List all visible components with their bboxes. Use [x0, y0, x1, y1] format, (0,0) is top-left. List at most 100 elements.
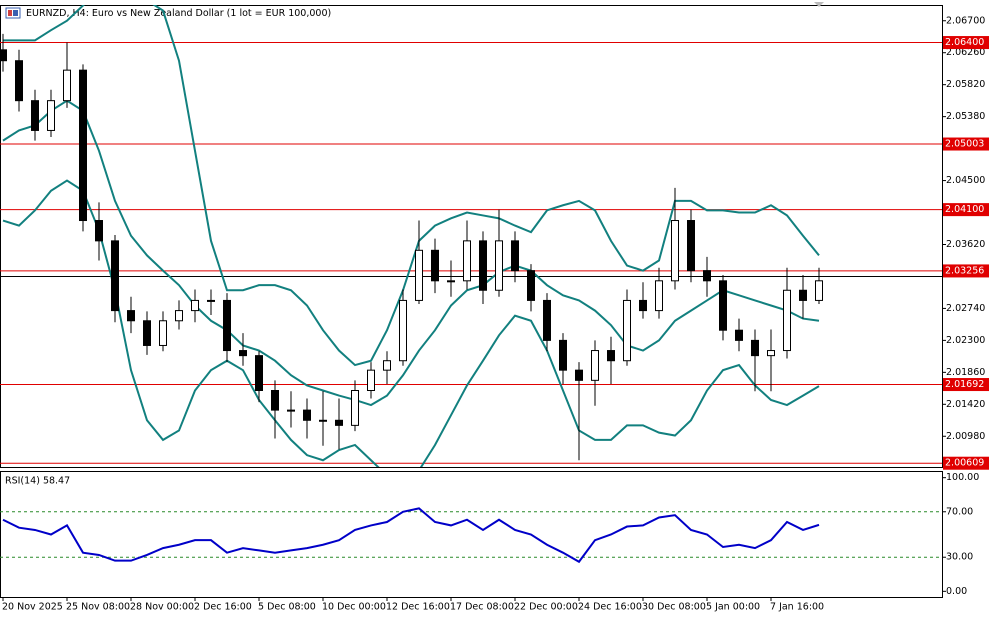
- x-tick-label: 10 Dec 00:00: [322, 602, 386, 613]
- bollinger-lower: [2, 179, 820, 467]
- candle-body: [495, 240, 503, 291]
- level-label: 2.06400: [945, 37, 984, 48]
- y-tick-label: 2.01860: [946, 367, 985, 378]
- candle-body: [447, 280, 455, 283]
- level-label: 2.04100: [945, 204, 984, 215]
- candle-body: [47, 100, 55, 131]
- candle-body: [223, 299, 231, 352]
- candle-body: [367, 369, 375, 391]
- candle-body: [607, 350, 615, 362]
- x-tick-label: 12 Dec 16:00: [386, 602, 450, 613]
- candle-body: [15, 60, 23, 102]
- candle-body: [159, 320, 167, 346]
- level-label-box: [943, 264, 989, 278]
- candle-body: [815, 280, 823, 301]
- y-tick-label: 2.00980: [946, 431, 985, 442]
- candle-body: [111, 240, 119, 312]
- candle-body: [287, 409, 295, 412]
- level-label-box: [943, 36, 989, 50]
- x-tick-label: 30 Dec 08:00: [642, 602, 706, 613]
- x-tick-label: 20 Nov 2025: [2, 602, 63, 613]
- y-tick-label: 2.02300: [946, 335, 985, 346]
- y-tick-label: 2.06700: [946, 15, 985, 26]
- candle-body: [271, 390, 279, 411]
- x-tick-label: 24 Dec 16:00: [578, 602, 642, 613]
- x-tick-label: 25 Nov 08:00: [66, 602, 130, 613]
- candle-body: [463, 240, 471, 282]
- candle-body: [303, 409, 311, 421]
- candle-body: [335, 419, 343, 426]
- x-tick-label: 28 Nov 00:00: [130, 602, 194, 613]
- candle-body: [479, 240, 487, 291]
- candle-body: [255, 355, 263, 392]
- symbol-icon: [5, 7, 21, 19]
- rsi-tick-label: 0.00: [946, 586, 967, 597]
- candle-body: [671, 220, 679, 282]
- candle-body: [95, 220, 103, 242]
- candle-body: [511, 240, 519, 272]
- candle-body: [143, 320, 151, 346]
- candle-body: [63, 69, 71, 102]
- candle-body: [687, 220, 695, 272]
- shift-marker: [814, 2, 824, 7]
- x-tick-label: 5 Jan 00:00: [706, 602, 760, 613]
- rsi-tick-label: 30.00: [946, 552, 973, 563]
- y-tick-label: 2.05820: [946, 79, 985, 90]
- candle-body: [751, 339, 759, 357]
- candle-body: [719, 280, 727, 331]
- y-tick-label: 2.05380: [946, 111, 985, 122]
- candle-body: [0, 49, 7, 62]
- level-label-box: [943, 203, 989, 217]
- y-tick-label: 2.06260: [946, 47, 985, 58]
- candle-body: [783, 289, 791, 352]
- candle-body: [191, 299, 199, 312]
- y-tick-label: 2.04500: [946, 175, 985, 186]
- x-tick-label: 17 Dec 08:00: [450, 602, 514, 613]
- level-label: 2.01692: [945, 379, 984, 390]
- candle-body: [399, 299, 407, 362]
- candle-body: [799, 289, 807, 301]
- bollinger-upper: [3, 5, 820, 367]
- x-tick-label: 2 Dec 16:00: [194, 602, 252, 613]
- y-tick-label: 2.02740: [946, 303, 985, 314]
- candle-body: [559, 339, 567, 371]
- level-label-box: [943, 378, 989, 392]
- candle-body: [383, 360, 391, 371]
- x-tick-label: 7 Jan 16:00: [770, 602, 824, 613]
- candle-body: [431, 249, 439, 282]
- level-label: 2.05003: [945, 139, 984, 150]
- level-label-box: [943, 456, 989, 470]
- candle-body: [655, 280, 663, 312]
- y-tick-label: 2.03620: [946, 239, 985, 250]
- chart-title: EURNZD, H4: Euro vs New Zealand Dollar (…: [26, 8, 331, 19]
- candle-body: [319, 419, 327, 422]
- candle-body: [415, 249, 423, 301]
- x-tick-label: 5 Dec 08:00: [258, 602, 316, 613]
- candle-body: [623, 299, 631, 362]
- candle-body: [175, 310, 183, 322]
- candle-body: [351, 390, 359, 426]
- rsi-plot: [0, 507, 942, 564]
- bollinger-middle: [2, 99, 820, 407]
- candle-body: [639, 299, 647, 312]
- rsi-label: RSI(14) 58.47: [5, 476, 70, 487]
- candle-body: [239, 350, 247, 357]
- candle-body: [591, 350, 599, 381]
- candle-body: [31, 100, 39, 131]
- candle-body: [207, 299, 215, 302]
- level-label: 2.03256: [945, 265, 984, 276]
- level-label-box: [943, 137, 989, 151]
- candle-body: [527, 270, 535, 301]
- rsi-tick-label: 70.00: [946, 506, 973, 517]
- candle-body: [543, 299, 551, 341]
- main-pane: [0, 5, 943, 468]
- candle-body: [575, 369, 583, 381]
- rsi-pane: [0, 471, 943, 598]
- candle-body: [79, 69, 87, 222]
- y-tick-label: 2.01420: [946, 399, 985, 410]
- rsi-line: [2, 507, 820, 564]
- x-tick-label: 22 Dec 00:00: [514, 602, 578, 613]
- candle-body: [703, 270, 711, 282]
- candle-body: [735, 329, 743, 341]
